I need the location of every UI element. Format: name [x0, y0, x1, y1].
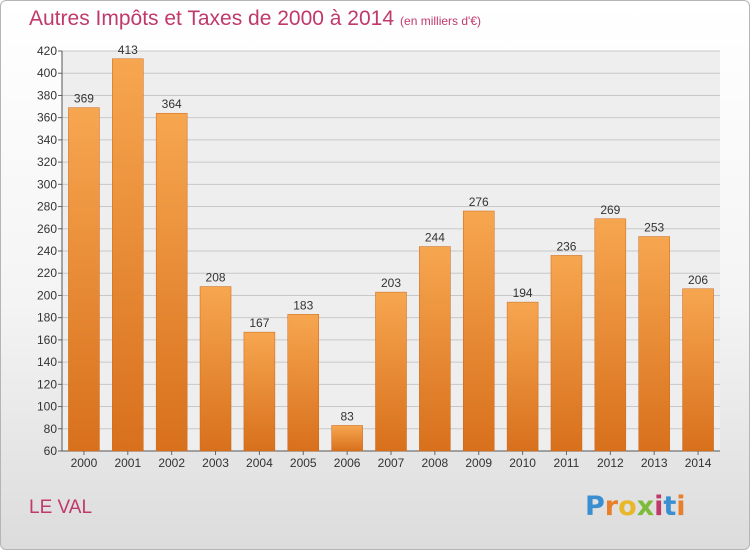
bar-value-label: 244 — [425, 231, 445, 245]
x-tick-label: 2013 — [641, 456, 668, 470]
y-tick-label: 320 — [37, 155, 57, 169]
x-tick-label: 2003 — [202, 456, 229, 470]
x-tick-label: 2014 — [685, 456, 712, 470]
bar-value-label: 167 — [249, 316, 269, 330]
bar — [506, 301, 539, 452]
x-tick-label: 2005 — [290, 456, 317, 470]
bar-value-label: 413 — [118, 43, 138, 57]
bar — [594, 218, 627, 452]
bar — [462, 210, 495, 452]
x-tick-label: 2008 — [422, 456, 449, 470]
y-tick-label: 240 — [37, 244, 57, 258]
bar — [419, 246, 451, 452]
y-tick-label: 260 — [37, 222, 57, 236]
y-tick-label: 160 — [37, 333, 57, 347]
x-tick-label: 2000 — [71, 456, 98, 470]
y-tick-label: 120 — [37, 377, 57, 391]
y-tick-label: 140 — [37, 355, 57, 369]
y-tick-label: 340 — [37, 133, 57, 147]
bar — [68, 107, 100, 452]
bar — [243, 331, 276, 452]
y-tick-label: 220 — [37, 266, 57, 280]
logo-letter: i — [676, 491, 686, 522]
x-tick-label: 2002 — [158, 456, 185, 470]
bar-value-label: 183 — [293, 298, 313, 312]
x-tick-label: 2007 — [378, 456, 405, 470]
chart-title-text: Autres Impôts et Taxes de 2000 à 2014 — [29, 7, 395, 30]
y-tick-label: 80 — [44, 422, 58, 436]
logo-letter: r — [604, 491, 619, 522]
bar-value-label: 206 — [688, 273, 708, 287]
bar — [112, 58, 144, 452]
chart-subtitle: (en milliers d'€) — [400, 14, 482, 28]
y-tick-label: 420 — [37, 44, 57, 58]
bar — [199, 286, 232, 452]
x-tick-label: 2012 — [597, 456, 624, 470]
bar-value-label: 203 — [381, 276, 401, 290]
x-tick-label: 2011 — [554, 456, 580, 470]
commune-name: LE VAL — [29, 497, 93, 518]
y-tick-label: 300 — [37, 177, 57, 191]
y-tick-label: 100 — [37, 400, 57, 414]
y-tick-label: 280 — [37, 200, 57, 214]
bar — [287, 314, 320, 452]
y-tick-label: 360 — [37, 111, 57, 125]
bar-value-label: 83 — [340, 409, 354, 423]
bar — [375, 291, 407, 452]
logo-letter: t — [663, 491, 677, 522]
bar — [550, 255, 583, 452]
y-tick-label: 180 — [37, 311, 57, 325]
proxiti-logo[interactable]: Proxiti — [585, 491, 686, 522]
bar-value-label: 364 — [162, 97, 182, 111]
bar-value-label: 253 — [644, 221, 664, 235]
y-tick-label: 200 — [37, 288, 57, 302]
y-tick-label: 380 — [37, 88, 57, 102]
y-tick-label: 400 — [37, 66, 57, 80]
logo-letter: x — [636, 491, 655, 522]
bar — [155, 112, 188, 452]
bar — [331, 425, 363, 452]
logo-letter: o — [618, 491, 637, 522]
x-tick-label: 2004 — [246, 456, 273, 470]
bar — [638, 236, 670, 452]
bar-value-label: 208 — [206, 271, 226, 285]
bar-value-label: 276 — [469, 195, 489, 209]
bar — [682, 288, 714, 452]
x-tick-label: 2006 — [334, 456, 361, 470]
bar-value-label: 236 — [556, 239, 576, 253]
bar-value-label: 369 — [74, 92, 94, 106]
bar-value-label: 269 — [600, 203, 620, 217]
chart-title: Autres Impôts et Taxes de 2000 à 2014 (en… — [29, 7, 481, 31]
x-tick-label: 2009 — [465, 456, 492, 470]
bar-value-label: 194 — [513, 286, 533, 300]
x-tick-label: 2001 — [114, 456, 141, 470]
logo-letter: i — [654, 491, 664, 522]
logo-letter: P — [585, 491, 605, 522]
y-tick-label: 60 — [44, 444, 58, 458]
x-tick-label: 2010 — [509, 456, 536, 470]
